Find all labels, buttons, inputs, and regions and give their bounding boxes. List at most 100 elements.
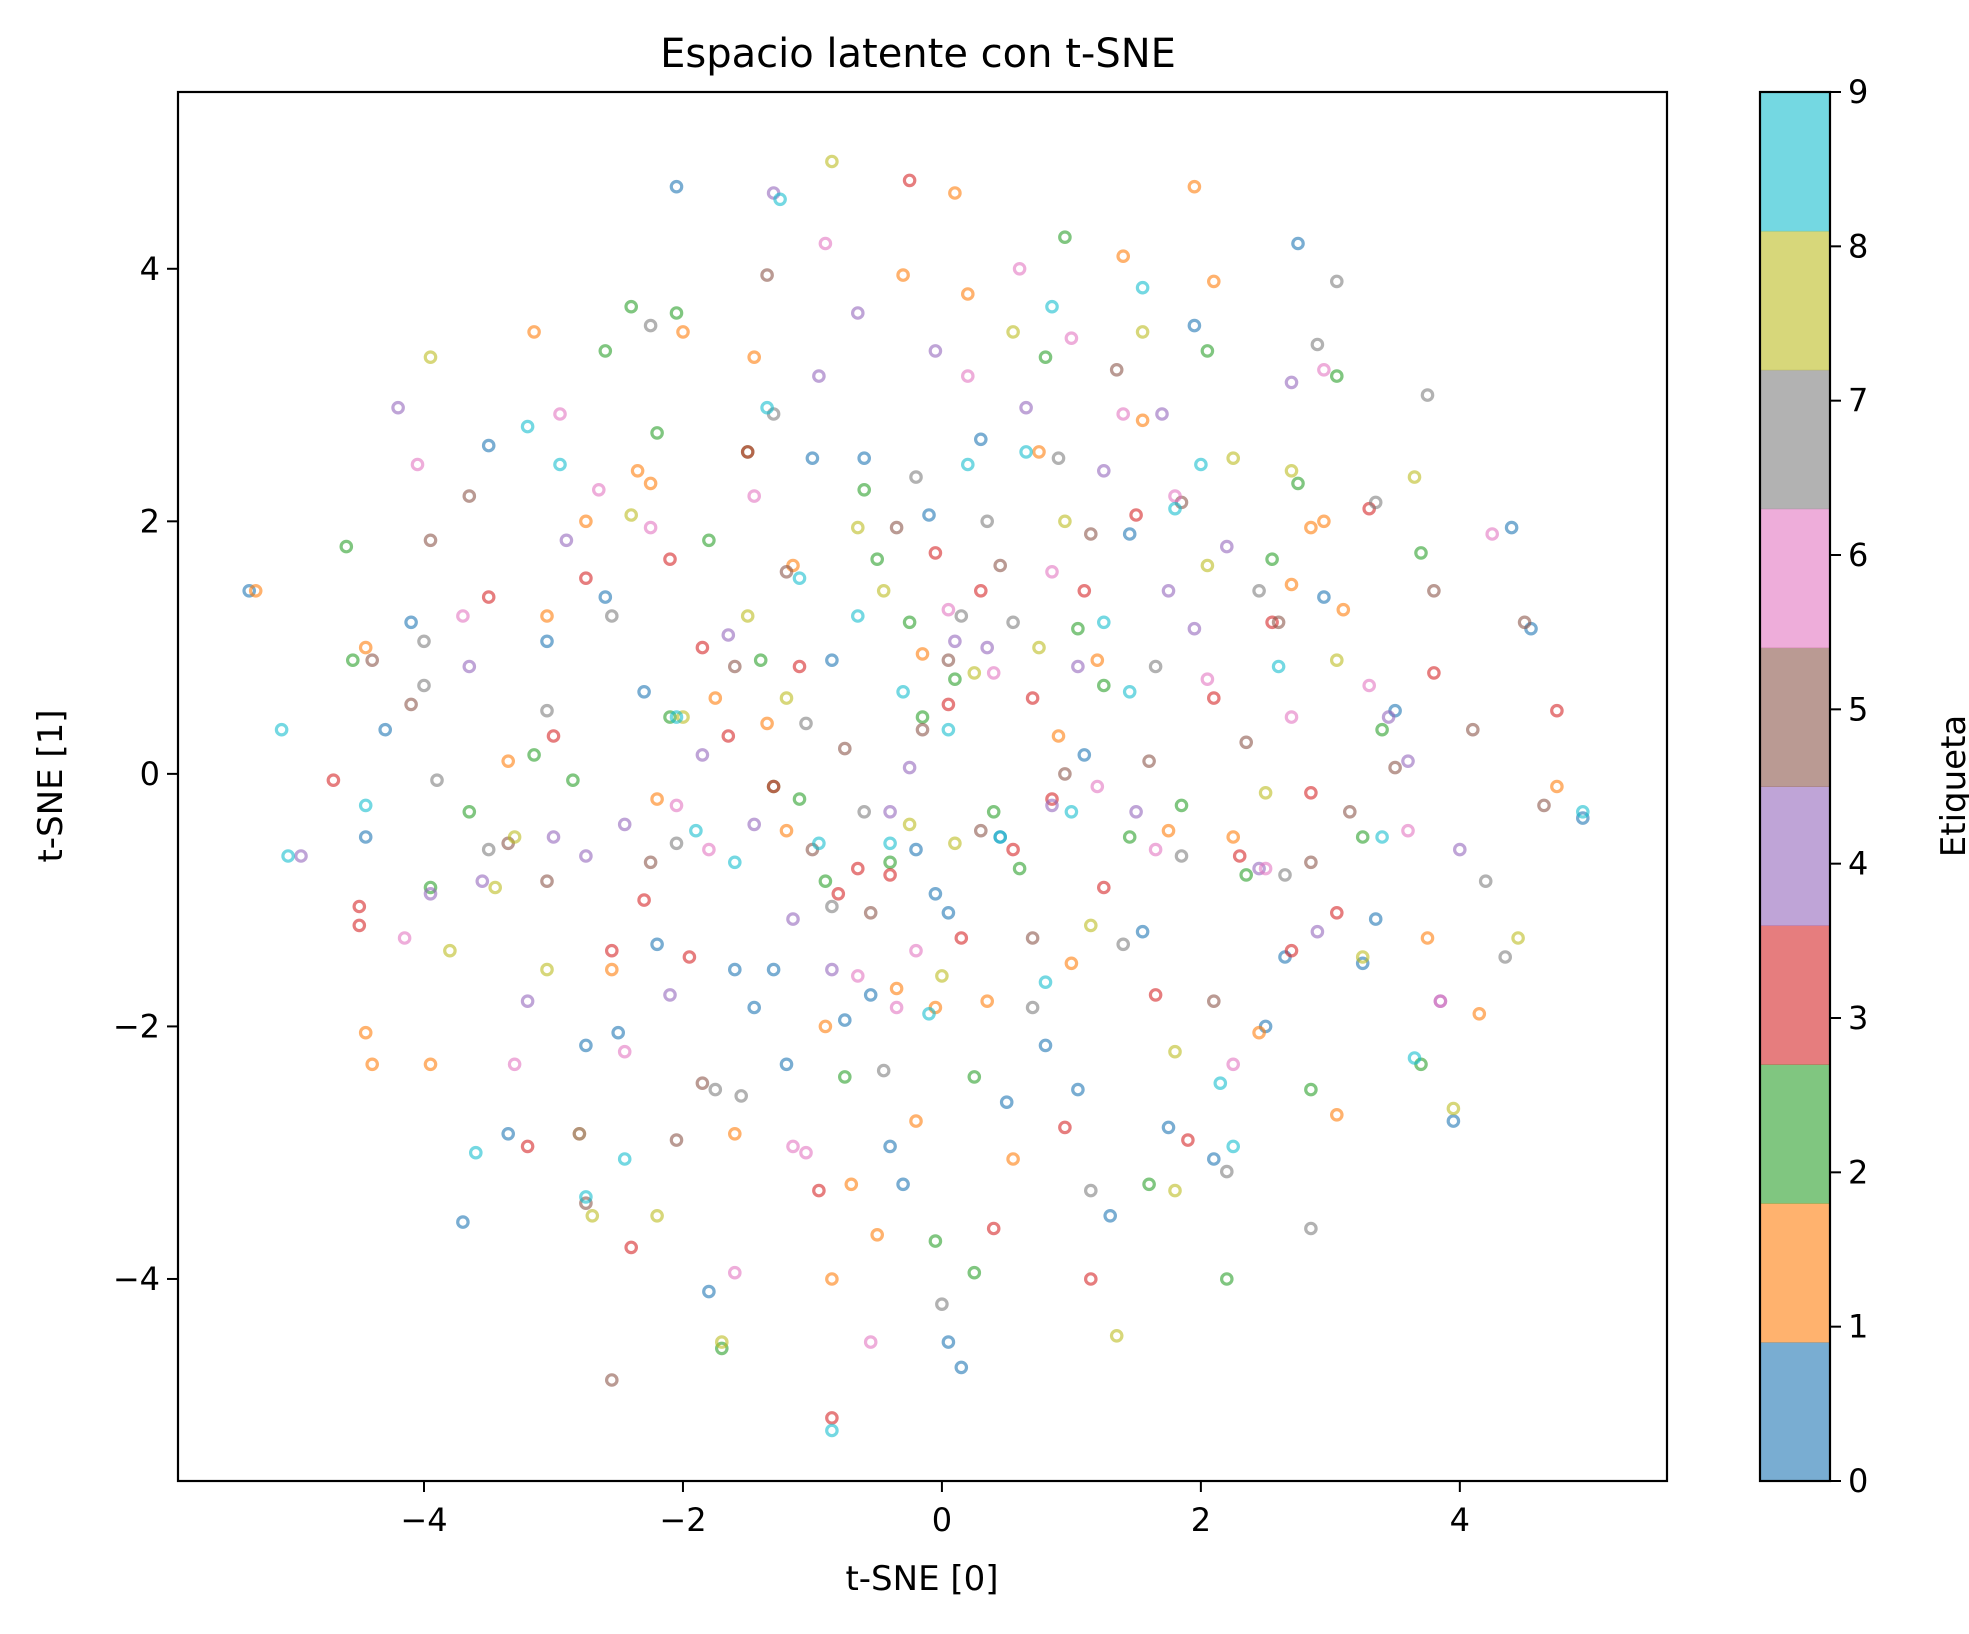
scatter-point-label-7-14 xyxy=(876,1063,891,1078)
scatter-point-label-5-20 xyxy=(993,558,1007,573)
scatter-point-label-9-18 xyxy=(896,684,910,699)
scatter-point-label-5-14 xyxy=(837,741,852,756)
scatter-point-label-4-37 xyxy=(1453,842,1467,857)
scatter-point-label-1-15 xyxy=(708,691,723,705)
scatter-point-label-4-0 xyxy=(294,849,308,863)
scatter-point-label-4-30 xyxy=(1220,539,1234,554)
scatter-point-label-7-11 xyxy=(799,716,813,731)
scatter-point-label-1-37 xyxy=(1090,653,1105,667)
colorbar-tick-label-2: 2 xyxy=(1848,1153,1868,1191)
scatter-point-label-3-40 xyxy=(1304,785,1318,800)
scatter-point-label-0-54 xyxy=(1576,811,1590,825)
scatter-point-label-3-34 xyxy=(1148,988,1163,1002)
scatter-point-label-9-2 xyxy=(358,798,373,813)
scatter-point-label-7-22 xyxy=(1084,1183,1098,1198)
scatter-point-label-1-38 xyxy=(1116,249,1130,264)
scatter-point-label-0-15 xyxy=(727,962,742,977)
scatter-point-label-9-6 xyxy=(579,1190,593,1204)
scatter-point-label-6-3 xyxy=(507,1057,522,1072)
scatter-point-label-2-46 xyxy=(714,1341,729,1356)
scatter-point-label-2-13 xyxy=(753,653,768,667)
scatter-point-label-5-2 xyxy=(462,489,477,503)
scatter-point-label-2-0 xyxy=(339,539,354,554)
scatter-point-label-0-41 xyxy=(1161,1120,1176,1135)
scatter-point-label-0-4 xyxy=(456,1215,470,1229)
scatter-point-label-6-11 xyxy=(747,489,761,503)
scatter-point-label-8-23 xyxy=(1168,1183,1182,1198)
scatter-point-label-0-26 xyxy=(909,842,923,857)
y-tick-label-3: 2 xyxy=(140,502,160,540)
scatter-point-label-0-19 xyxy=(805,451,820,465)
scatter-point-label-3-44 xyxy=(1550,703,1564,718)
scatter-point-label-0-43 xyxy=(1207,1152,1221,1166)
scatter-point-label-1-27 xyxy=(909,1114,923,1128)
scatter-point-label-3-35 xyxy=(1181,1133,1195,1147)
scatter-point-label-5-34 xyxy=(1466,722,1480,737)
colorbar-segment-3 xyxy=(1760,925,1830,1065)
colorbar-segment-9 xyxy=(1760,92,1830,232)
scatter-point-label-5-32 xyxy=(1388,760,1402,775)
scatter-point-label-4-20 xyxy=(928,344,943,358)
scatter-point-label-4-9 xyxy=(663,988,677,1002)
scatter-point-label-2-7 xyxy=(624,299,638,314)
scatter-point-label-1-46 xyxy=(1304,520,1318,535)
scatter-point-label-4-26 xyxy=(1097,463,1111,478)
scatter-point-label-4-5 xyxy=(546,830,561,844)
scatter-point-label-4-21 xyxy=(948,634,962,649)
scatter-point-label-8-21 xyxy=(1109,1329,1124,1343)
scatter-point-label-0-47 xyxy=(1317,590,1331,604)
scatter-point-label-1-12 xyxy=(643,476,658,491)
scatter-point-label-4-38 xyxy=(462,659,477,674)
scatter-point-label-2-29 xyxy=(1058,230,1072,244)
scatter-point-label-8-15 xyxy=(935,969,949,983)
scatter-point-label-8-26 xyxy=(1258,785,1273,800)
scatter-point-label-3-43 xyxy=(1427,666,1441,680)
scatter-point-label-3-17 xyxy=(825,1411,839,1425)
scatter-point-label-1-30 xyxy=(948,186,962,200)
scatter-point-label-4-2 xyxy=(423,886,438,901)
scatter-point-label-7-5 xyxy=(604,609,619,623)
scatter-point-label-1-43 xyxy=(1226,830,1240,844)
scatter-point-label-8-17 xyxy=(1006,325,1020,339)
scatter-point-label-3-19 xyxy=(850,861,865,876)
scatter-point-label-8-31 xyxy=(1446,1101,1461,1116)
scatter-point-label-9-17 xyxy=(883,836,897,851)
scatter-point-label-1-26 xyxy=(896,268,910,282)
scatter-point-label-3-32 xyxy=(1097,880,1111,895)
scatter-point-label-2-19 xyxy=(870,552,884,566)
scatter-points xyxy=(242,154,1590,1438)
scatter-point-label-2-11 xyxy=(702,533,716,548)
scatter-point-label-5-5 xyxy=(579,1196,593,1210)
scatter-point-label-6-29 xyxy=(1226,1057,1240,1072)
scatter-point-label-0-28 xyxy=(928,886,943,901)
scatter-point-label-9-9 xyxy=(689,823,703,838)
scatter-point-label-5-37 xyxy=(423,533,438,548)
scatter-point-label-4-34 xyxy=(1381,710,1396,724)
scatter-point-label-4-10 xyxy=(695,748,710,762)
scatter-point-label-8-2 xyxy=(507,830,522,844)
scatter-point-label-5-1 xyxy=(404,697,418,712)
scatter-point-label-7-18 xyxy=(980,514,994,529)
scatter-point-label-9-8 xyxy=(669,710,684,724)
scatter-point-label-9-26 xyxy=(1097,615,1111,630)
scatter-point-label-0-5 xyxy=(481,438,496,453)
scatter-point-label-0-32 xyxy=(973,432,988,447)
scatter-point-label-7-23 xyxy=(1116,937,1130,952)
scatter-point-label-0-29 xyxy=(941,905,956,920)
scatter-point-label-1-6 xyxy=(527,325,541,339)
scatter-point-label-7-31 xyxy=(1368,495,1383,510)
scatter-point-label-0-8 xyxy=(579,1038,593,1053)
scatter-point-label-0-17 xyxy=(766,962,781,977)
scatter-point-label-1-41 xyxy=(1187,179,1202,194)
scatter-point-label-0-14 xyxy=(702,1284,716,1299)
scatter-point-label-0-12 xyxy=(650,937,664,952)
scatter-point-label-2-33 xyxy=(1142,1177,1156,1192)
colorbar xyxy=(1758,90,1832,1483)
scatter-point-label-9-20 xyxy=(941,722,956,737)
scatter-point-label-1-4 xyxy=(423,1057,438,1072)
scatter-point-label-4-35 xyxy=(1401,754,1415,768)
scatter-point-label-4-12 xyxy=(747,817,761,832)
x-axis-ticks: −4 −2 0 2 4 xyxy=(400,1481,1470,1539)
scatter-point-label-8-22 xyxy=(1135,325,1150,339)
